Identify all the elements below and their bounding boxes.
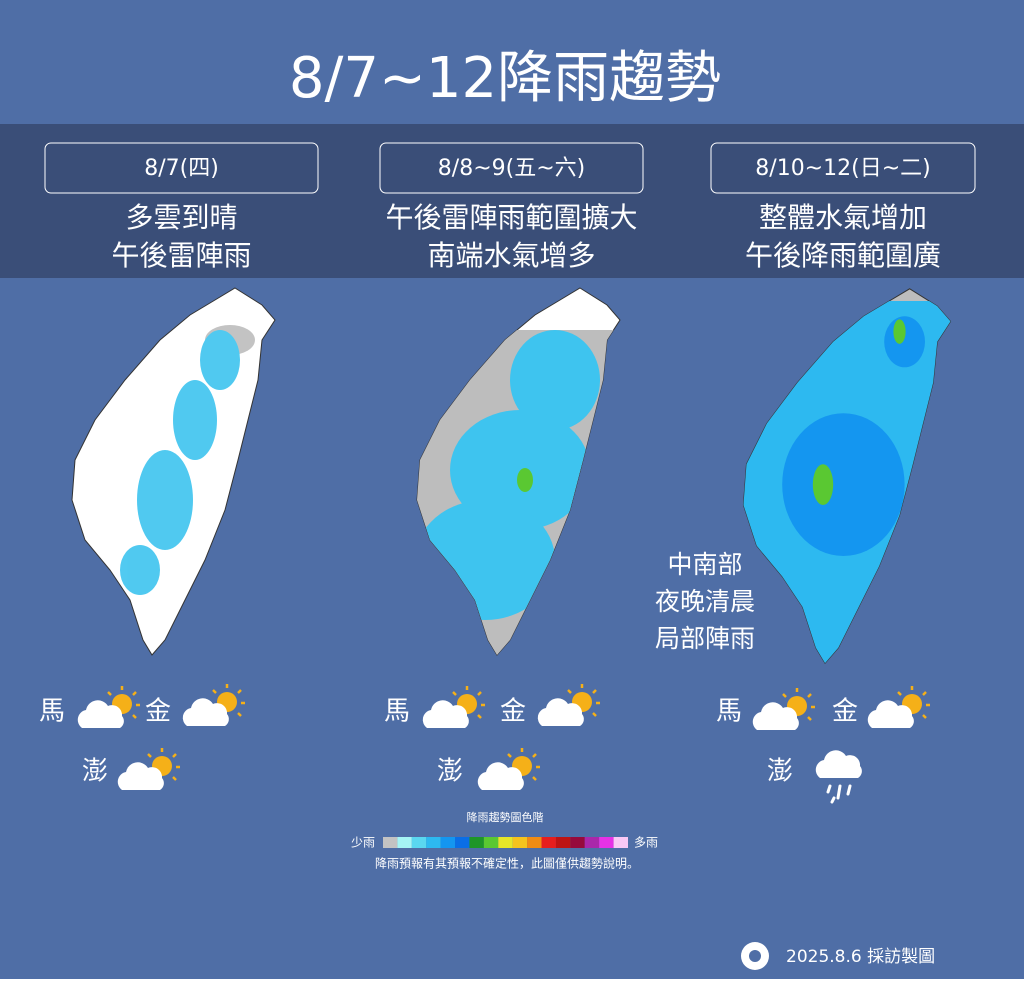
legend-swatch bbox=[584, 837, 600, 848]
description: 整體水氣增加 bbox=[759, 201, 927, 234]
date-box bbox=[379, 142, 644, 194]
island-name: 馬 bbox=[716, 697, 742, 727]
description: 南端水氣增多 bbox=[427, 239, 595, 272]
date-box bbox=[710, 142, 976, 194]
island-name: 金 bbox=[145, 697, 171, 727]
island-name: 澎 bbox=[767, 757, 793, 787]
island-name: 金 bbox=[832, 697, 858, 727]
legend-swatch bbox=[455, 837, 470, 848]
legend-high: 多雨 bbox=[634, 836, 658, 850]
island-name: 澎 bbox=[82, 757, 108, 787]
map-1 bbox=[71, 287, 276, 656]
title: 8/7~12降雨趨勢 bbox=[289, 46, 721, 111]
legend-swatch bbox=[527, 837, 542, 848]
annotation: 夜晚清晨 bbox=[655, 587, 755, 616]
logo-inner bbox=[749, 950, 761, 962]
description: 午後降雨範圍廣 bbox=[745, 239, 941, 272]
header-band bbox=[0, 124, 1024, 278]
legend-swatch bbox=[469, 837, 484, 848]
legend-swatch bbox=[483, 837, 499, 848]
island-name: 馬 bbox=[384, 697, 410, 727]
footer: 2025.8.6 採訪製圖 bbox=[786, 947, 935, 967]
island-name: 澎 bbox=[437, 757, 463, 787]
description: 午後雷陣雨 bbox=[111, 239, 251, 272]
legend-swatch bbox=[512, 837, 528, 848]
date-label: 8/7(四) bbox=[144, 156, 219, 181]
annotation: 中南部 bbox=[667, 550, 742, 579]
legend-swatch bbox=[555, 837, 571, 848]
legend-swatch bbox=[397, 837, 412, 848]
date-label: 8/8~9(五~六) bbox=[438, 156, 585, 181]
legend-swatch bbox=[426, 837, 441, 848]
annotation: 局部陣雨 bbox=[655, 624, 755, 653]
legend-note: 降雨預報有其預報不確定性，此圖僅供趨勢說明。 bbox=[375, 856, 639, 871]
legend-swatch bbox=[599, 837, 614, 848]
date-box bbox=[44, 142, 319, 194]
island-name: 馬 bbox=[39, 697, 65, 727]
legend-swatch bbox=[383, 837, 398, 848]
legend-swatch bbox=[613, 837, 628, 848]
legend-title: 降雨趨勢圖色階 bbox=[467, 810, 544, 824]
date-label: 8/10~12(日~二) bbox=[755, 156, 930, 181]
description: 多雲到晴 bbox=[125, 201, 237, 234]
legend-swatch bbox=[541, 837, 556, 848]
legend-low: 少雨 bbox=[351, 836, 375, 850]
legend-swatch bbox=[570, 837, 585, 848]
legend-swatch bbox=[440, 837, 456, 848]
description: 午後雷陣雨範圍擴大 bbox=[385, 201, 637, 234]
legend-swatch bbox=[498, 837, 513, 848]
island-name: 金 bbox=[500, 697, 526, 727]
legend-swatch bbox=[411, 837, 427, 848]
